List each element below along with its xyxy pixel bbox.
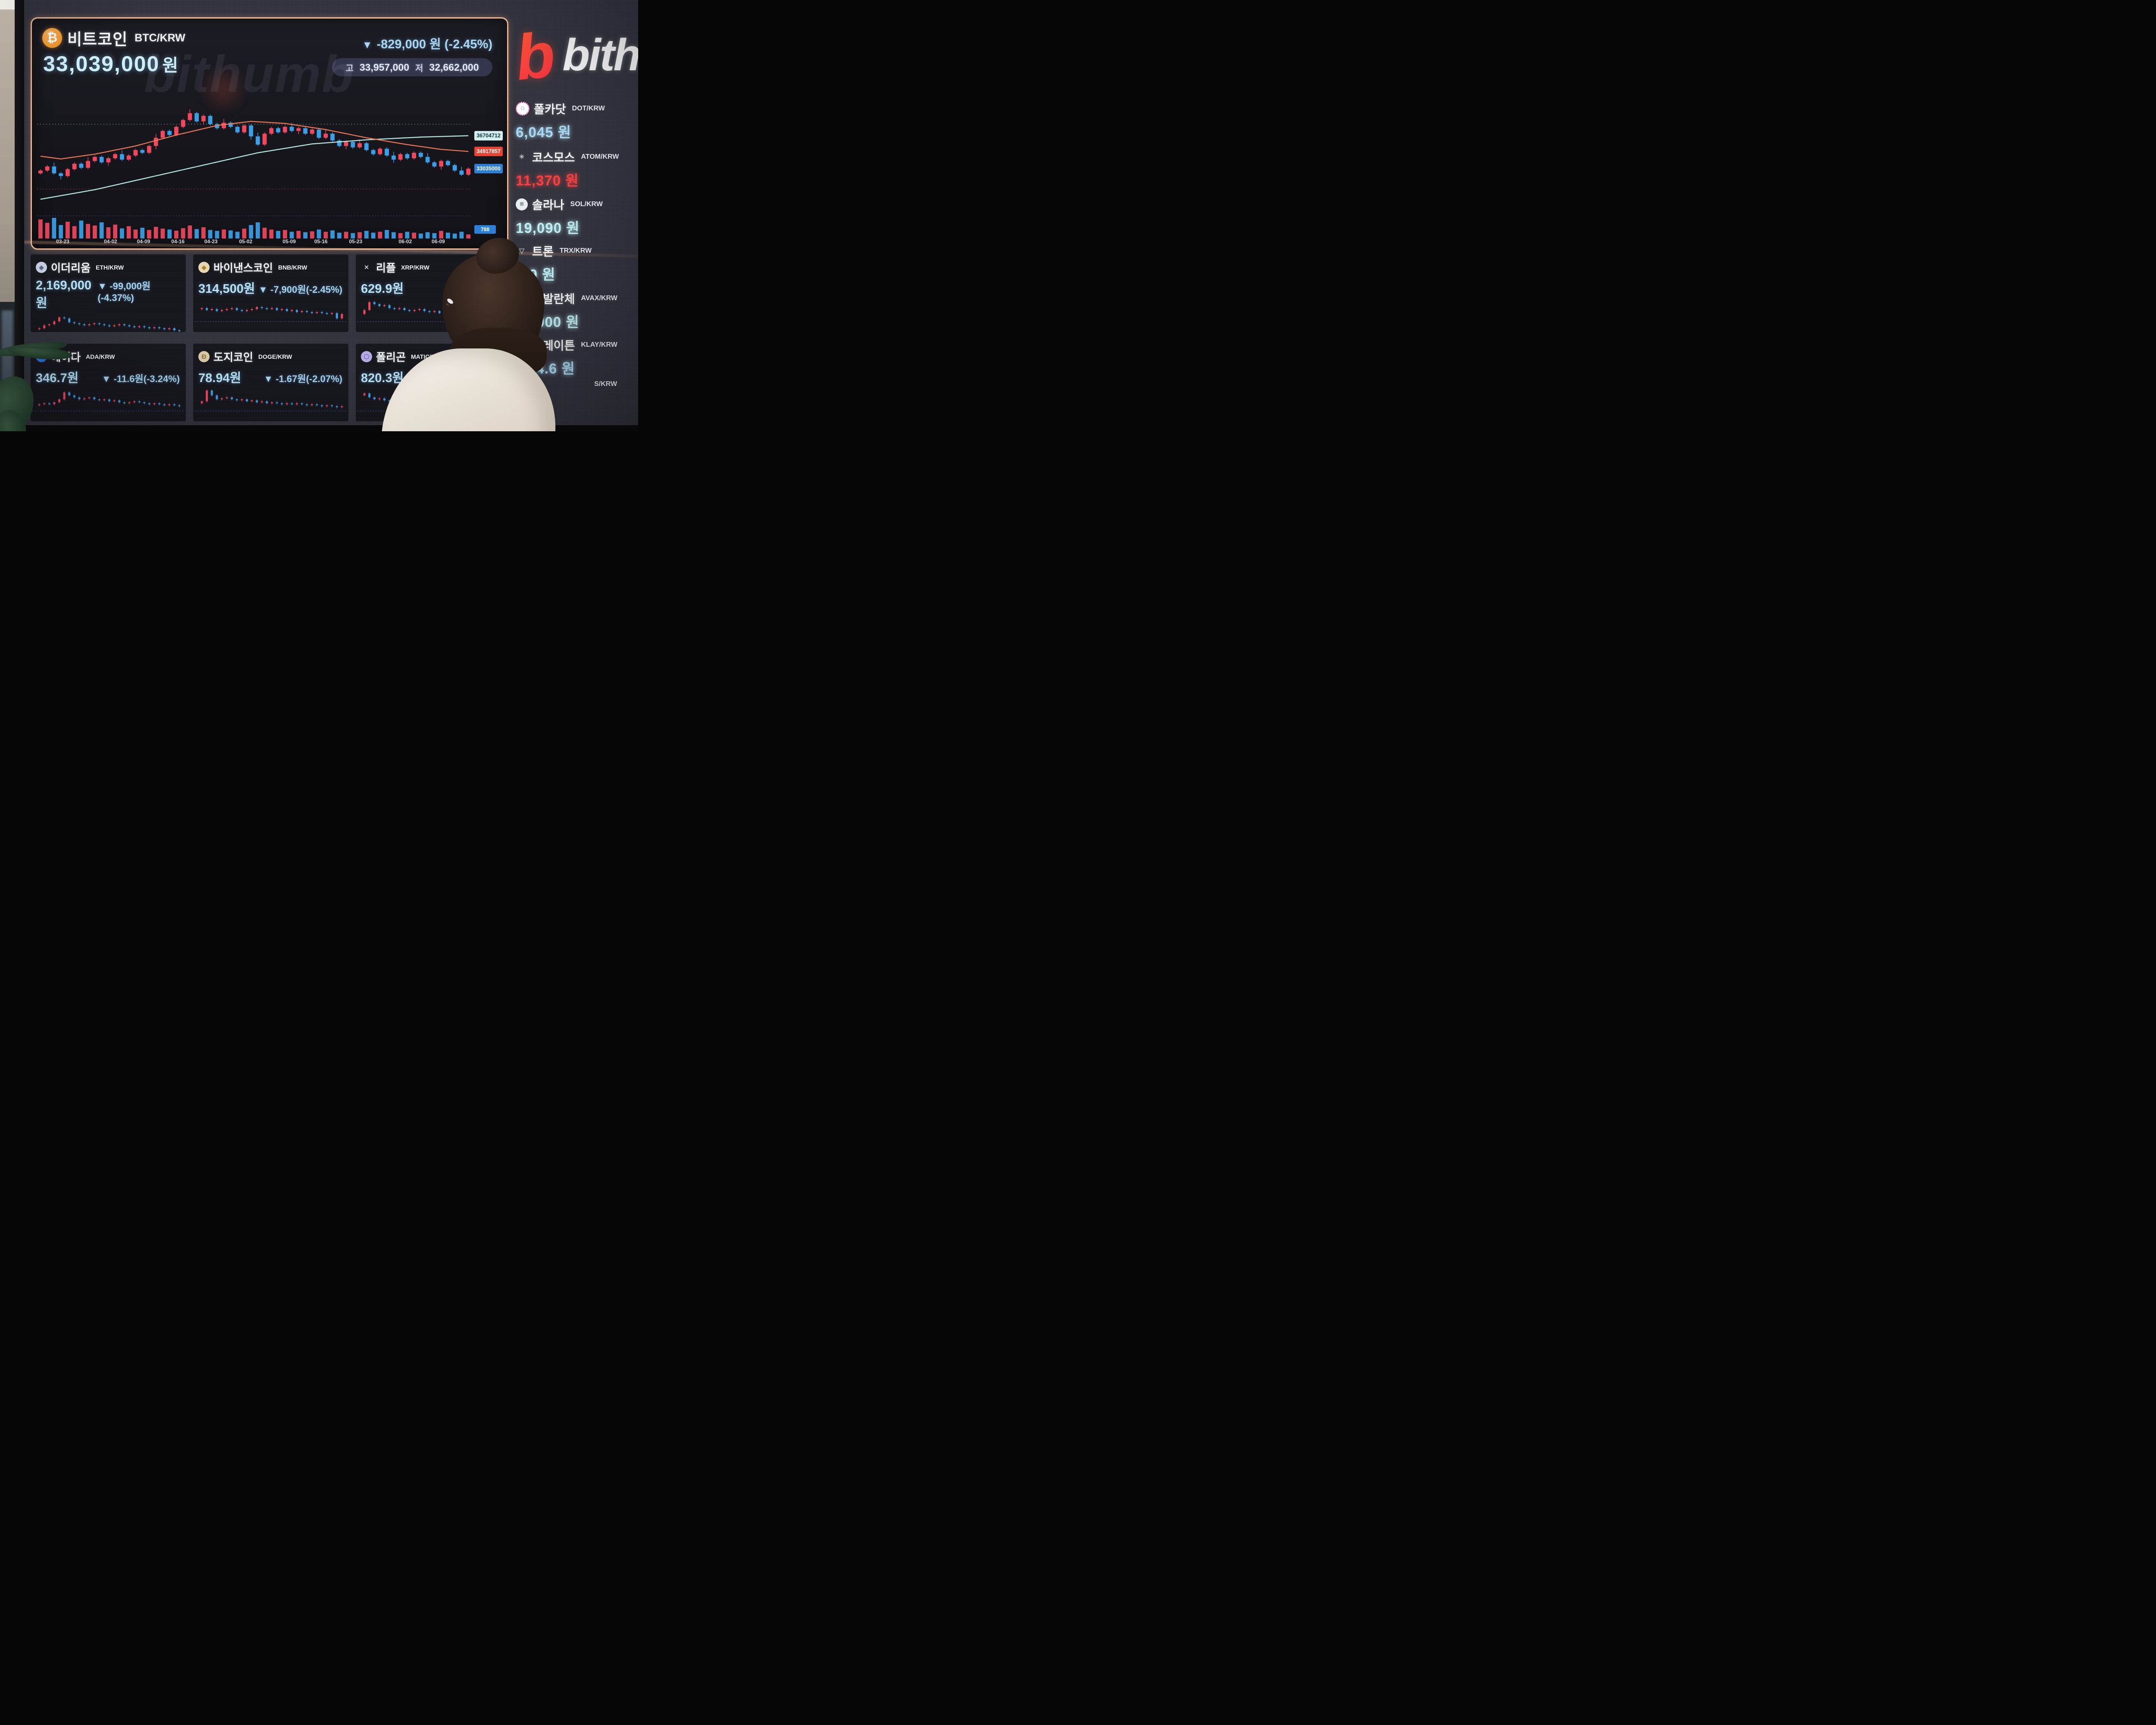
- bitcoin-icon: ₿: [42, 28, 62, 48]
- coin-name: 리플: [376, 262, 396, 274]
- x-axis-label: 04-16: [171, 238, 185, 244]
- coin-price: 314,500원: [198, 282, 255, 296]
- coin-name: 바이낸스코인: [213, 262, 273, 274]
- sol-icon: ≡: [516, 198, 528, 210]
- coin-name: 폴카닷: [534, 103, 566, 116]
- led-display-board: ₿ 비트코인 BTC/KRW 33,039,000 원 ▼ -829,000 원 (…: [24, 0, 638, 426]
- mini-sparkline: [195, 306, 347, 322]
- mini-panel-eth: ◆ 이더리움 ETH/KRW 2,169,000원 ▼ -99,000원(-4.37%): [31, 254, 186, 332]
- dot-icon: ◌: [516, 101, 530, 116]
- svg-text:788: 788: [481, 226, 489, 232]
- down-arrow-icon: ▼: [362, 39, 373, 51]
- coin-price: 629.9원: [361, 282, 404, 296]
- mini-sparkline: [32, 391, 184, 411]
- coin-change: ▼ -1.67원(-2.07%): [263, 373, 342, 384]
- btc-price: 33,039,000 원: [43, 52, 179, 76]
- bithumb-logo: bbith: [512, 19, 638, 94]
- coin-pair: DOT/KRW: [572, 104, 605, 112]
- x-axis-label: 06-09: [432, 238, 445, 244]
- coin-pair: BNB/KRW: [278, 264, 307, 271]
- doge-icon: Ð: [198, 351, 210, 362]
- coin-pair: AVAX/KRW: [581, 294, 617, 302]
- coin-price: 78.94원: [198, 371, 241, 385]
- atom-icon: ✳: [519, 153, 525, 161]
- coin-price: 2,169,000원: [36, 279, 92, 310]
- coin-pair: DOGE/KRW: [258, 353, 292, 360]
- coin-pair: ATOM/KRW: [581, 153, 619, 160]
- bnb-icon: ◆: [198, 262, 210, 273]
- x-axis-label: 03-23: [56, 238, 69, 244]
- eth-icon: ◆: [36, 262, 47, 273]
- coin-name: 도지코인: [213, 351, 254, 364]
- coin-pair: SOL/KRW: [570, 200, 603, 208]
- matic-icon: ⬡: [361, 351, 372, 362]
- left-wall: [0, 9, 16, 307]
- coin-name: 코스모스: [532, 151, 575, 164]
- photo-scene: ₿ 비트코인 BTC/KRW 33,039,000 원 ▼ -829,000 원 (…: [0, 0, 638, 431]
- xrp-icon: ✕: [364, 264, 370, 271]
- watermark-glow: [196, 66, 252, 113]
- x-axis-label: 04-23: [204, 238, 218, 244]
- x-axis-label: 05-09: [282, 238, 296, 244]
- coin-row-sol: ≡ 솔라나 SOL/KRW 19,090 원: [516, 196, 638, 237]
- coin-change: ▼ -11.6원(-3.24%): [101, 373, 180, 384]
- coin-pair: ADA/KRW: [86, 353, 115, 360]
- bithumb-logo-mark: b: [512, 19, 558, 94]
- x-axis-label: 05-16: [314, 238, 328, 244]
- mini-panel-bnb: ◆ 바이낸스코인 BNB/KRW 314,500원 ▼ -7,900원(-2.45%): [193, 254, 348, 332]
- coin-price: 346.7원: [36, 371, 79, 385]
- coin-change: ▼ -7,900원(-2.45%): [258, 284, 342, 295]
- coin-pair: TRX/KRW: [559, 247, 592, 254]
- mini-sparkline: [38, 316, 181, 332]
- coin-price: 6,045 원: [516, 124, 572, 140]
- mini-sparkline: [195, 389, 347, 411]
- coin-change: ▼ -99,000원(-4.37%): [97, 281, 151, 303]
- mini-panel-doge: Ð 도지코인 DOGE/KRW 78.94원 ▼ -1.67원(-2.07%): [193, 344, 348, 421]
- bithumb-logo-text: bith: [562, 30, 638, 80]
- coin-row-eos: S/KRW: [516, 380, 638, 388]
- btc-change: ▼ -829,000 원 (-2.45%): [362, 38, 492, 51]
- coin-name: 이더리움: [51, 262, 91, 274]
- coin-price: 19,090 원: [516, 220, 580, 236]
- coin-name: 폴리곤: [376, 351, 406, 364]
- x-axis-label: 04-02: [104, 238, 117, 244]
- btc-candle-chart: 36704712 34917857 33035000 788 03-23 04-02 04-…: [35, 103, 504, 245]
- x-axis-label: 04-09: [137, 238, 150, 244]
- x-axis-label: 06-02: [398, 238, 412, 244]
- coin-name: 솔라나: [532, 199, 564, 212]
- board-frame: [15, 0, 25, 426]
- coin-row-dot: ◌ 폴카닷 DOT/KRW 6,045 원: [516, 100, 638, 141]
- coin-row-atom: ✳ 코스모스 ATOM/KRW 11,370 원: [516, 148, 638, 190]
- x-axis-label: 05-23: [349, 238, 363, 244]
- x-axis-label: 05-02: [239, 238, 252, 244]
- svg-text:34917857: 34917857: [476, 148, 501, 154]
- bithumb-watermark: bithumb: [144, 45, 354, 103]
- coin-pair: ETH/KRW: [96, 264, 124, 271]
- trx-icon: ▽: [519, 247, 525, 255]
- coin-price: 820.3원: [361, 371, 404, 385]
- btc-name: 비트코인: [67, 31, 128, 48]
- btc-panel: ₿ 비트코인 BTC/KRW 33,039,000 원 ▼ -829,000 원 (…: [31, 17, 508, 250]
- coin-price: 000 원: [536, 314, 580, 330]
- coin-pair: KLAY/KRW: [581, 341, 617, 348]
- coin-pair: S/KRW: [594, 380, 617, 388]
- coin-pair: XRP/KRW: [401, 264, 429, 271]
- coin-name: 트론: [532, 245, 554, 258]
- coin-price: 11,370 원: [516, 172, 579, 188]
- svg-text:36704712: 36704712: [476, 133, 501, 139]
- btc-high-low: 고 33,957,000 저 32,662,000: [332, 58, 492, 76]
- svg-text:33035000: 33035000: [476, 166, 501, 172]
- btc-pair: BTC/KRW: [135, 31, 185, 44]
